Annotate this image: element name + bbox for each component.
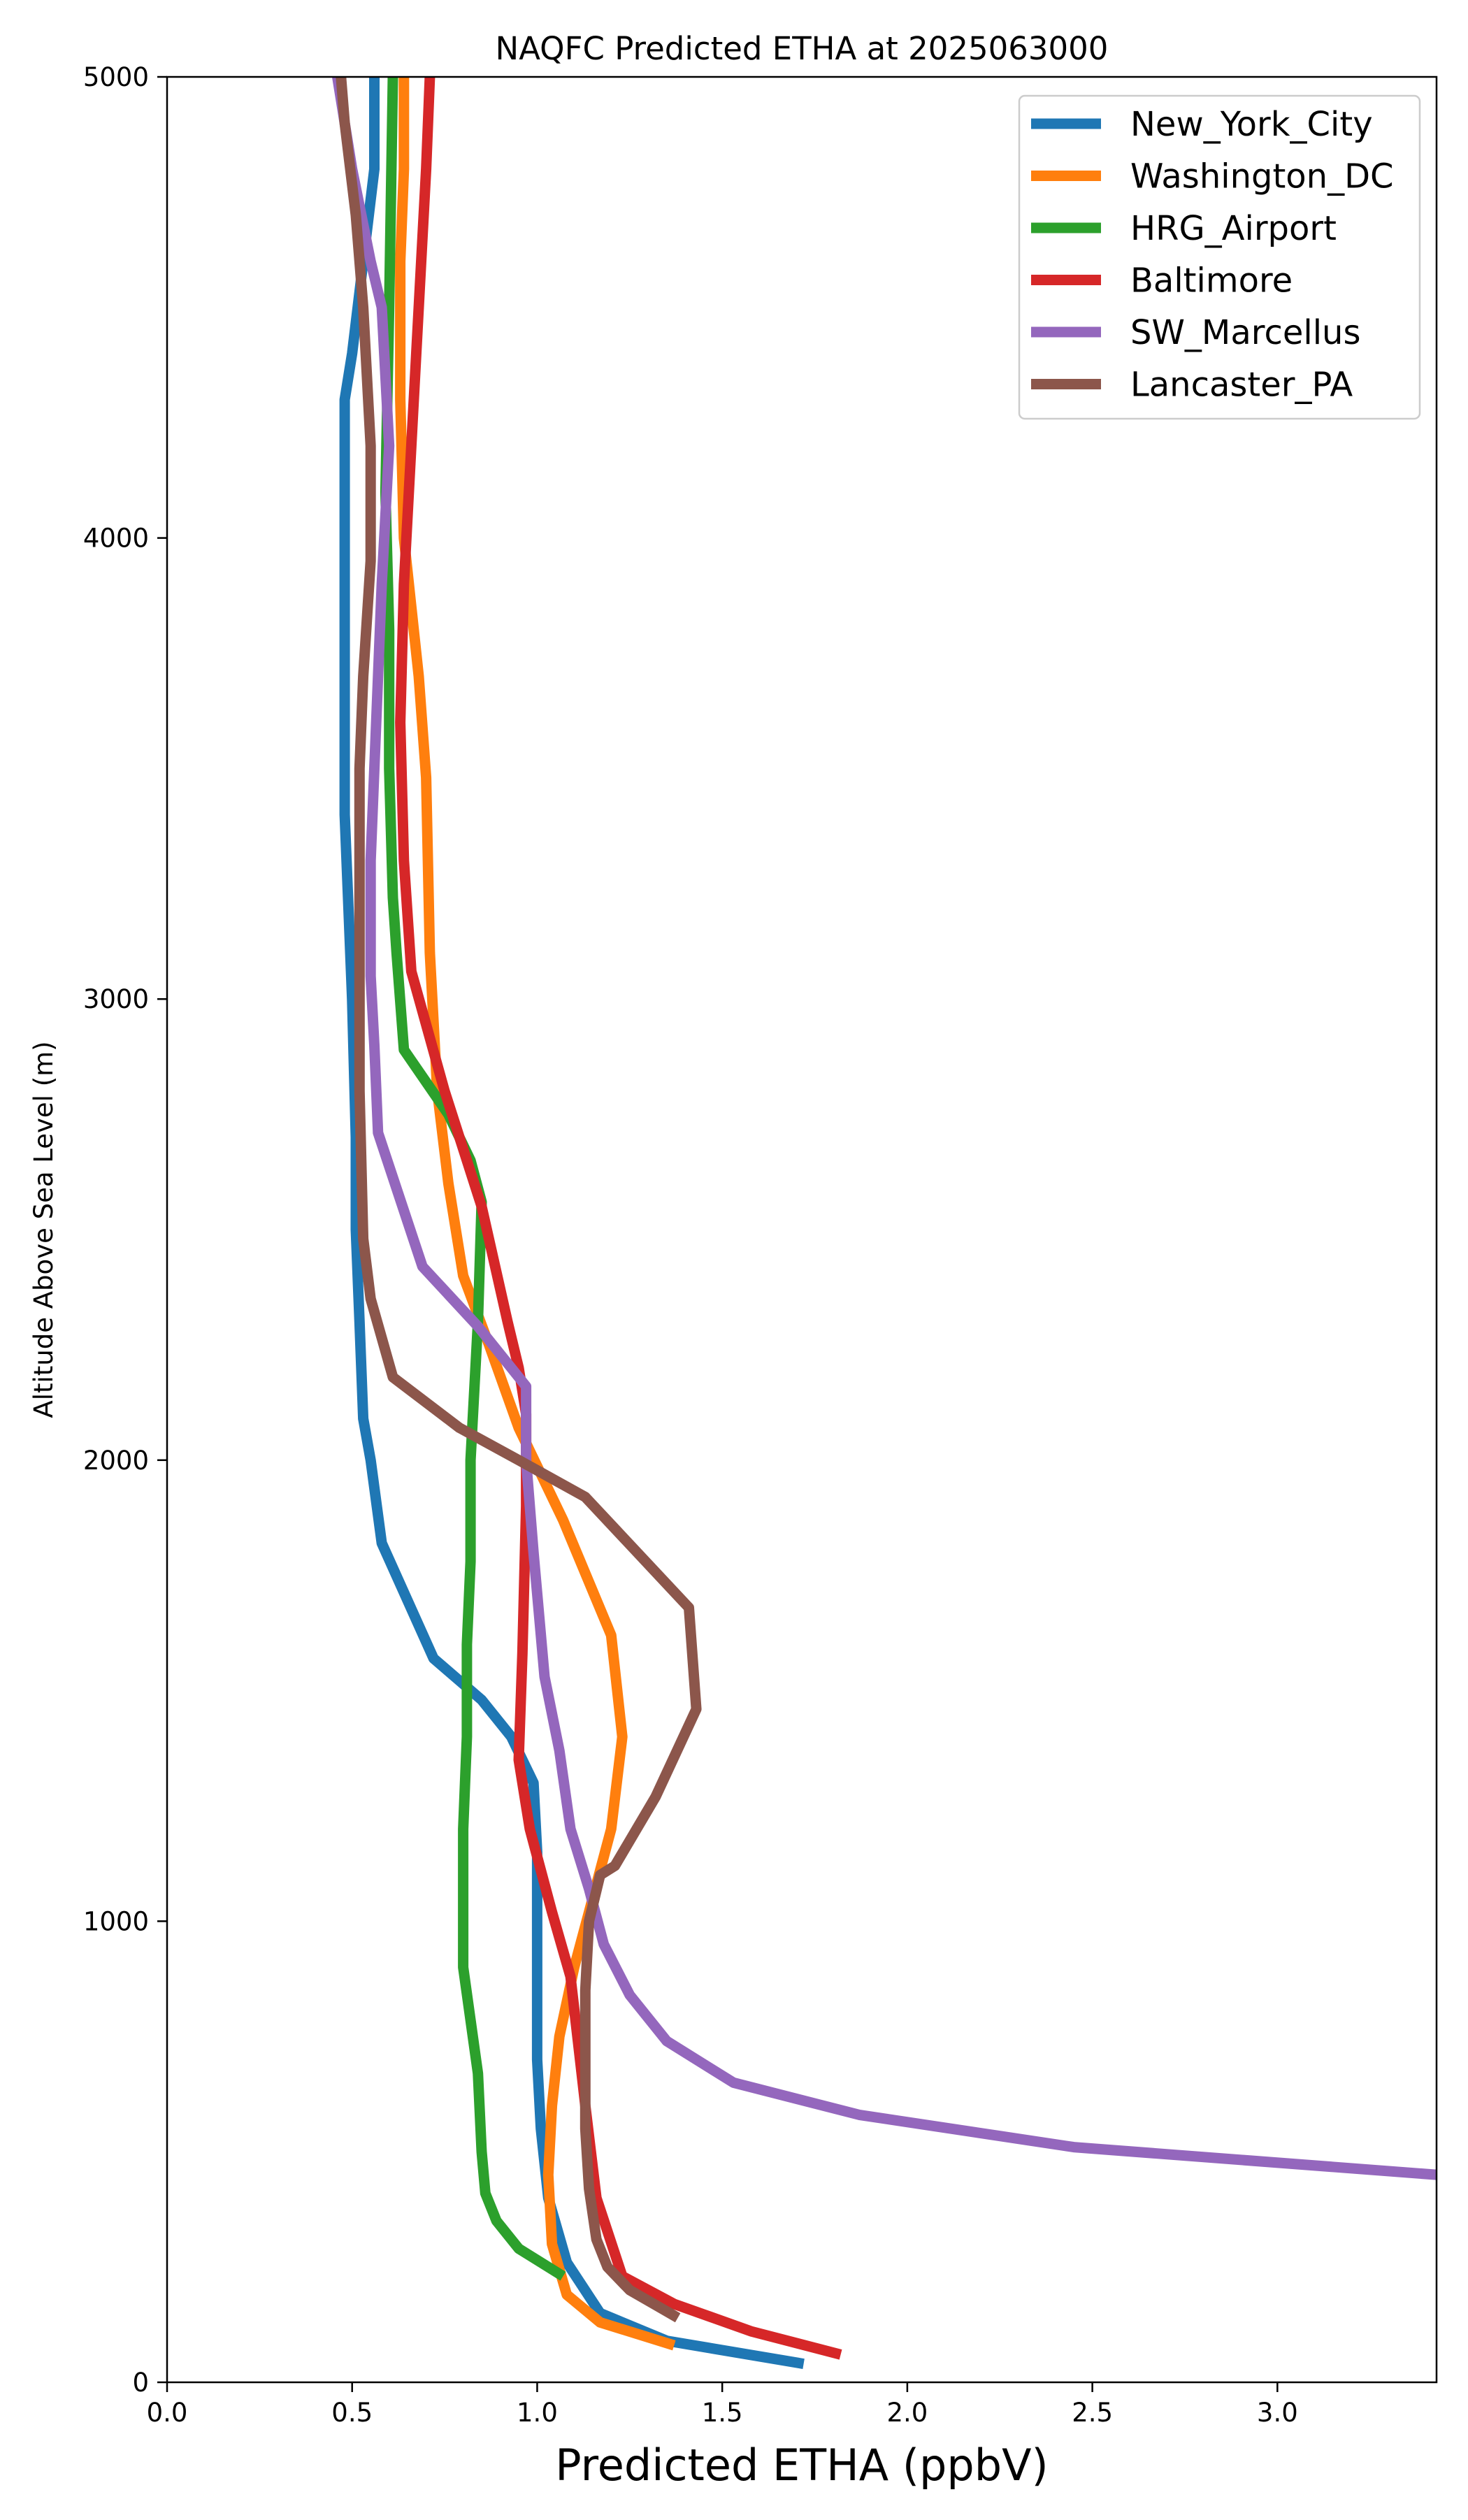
legend-label: New_York_City [1130,105,1373,144]
x-axis-ticks: 0.0 0.5 1.0 1.5 2.0 2.5 3.0 [147,2382,1298,2428]
legend: New_York_City Washington_DC HRG_Airport Bal… [1018,94,1421,420]
y-tick-label: 3000 [83,984,149,1014]
legend-label: SW_Marcellus [1130,313,1360,352]
x-tick-label: 2.5 [1072,2398,1113,2428]
x-tick-label: 1.0 [517,2398,558,2428]
legend-label: Baltimore [1130,261,1293,301]
x-tick-label: 0.5 [331,2398,373,2428]
x-tick-label: 0.0 [147,2398,188,2428]
y-tick-label: 0 [132,2368,149,2398]
legend-label: Washington_DC [1130,157,1394,196]
y-tick-label: 4000 [83,524,149,554]
series-line-lancaster-pa [336,77,702,2323]
series-line-hrg-airport [380,77,566,2281]
y-tick-label: 2000 [83,1446,149,1476]
chart-title: NAQFC Predicted ETHA at 2025063000 [496,30,1109,67]
series-lines [332,77,1437,2369]
y-tick-label: 1000 [83,1906,149,1936]
y-tick-label: 5000 [83,62,149,92]
legend-label: HRG_Airport [1130,209,1337,248]
legend-label: Lancaster_PA [1130,366,1353,405]
series-line-sw-marcellus [332,77,1437,2180]
x-axis-label: Predicted ETHA (ppbV) [555,2440,1048,2491]
x-tick-label: 2.0 [886,2398,928,2428]
x-tick-label: 3.0 [1257,2398,1298,2428]
x-tick-label: 1.5 [702,2398,743,2428]
legend-frame [1018,94,1421,420]
plot-frame [166,75,1438,2384]
y-axis-label: Altitude Above Sea Level (m) [29,1041,59,1418]
y-axis-ticks: 0 1000 2000 3000 4000 5000 [83,62,167,2398]
